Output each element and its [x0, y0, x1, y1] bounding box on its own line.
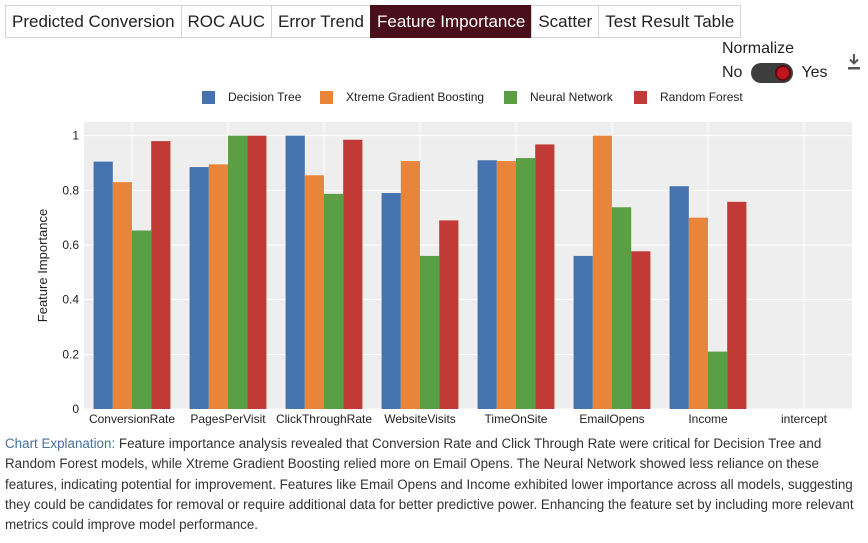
bar: [132, 230, 152, 409]
legend-label: Decision Tree: [228, 90, 302, 104]
bar: [631, 251, 651, 409]
x-tick-label: TimeOnSite: [485, 412, 548, 426]
bar: [304, 175, 324, 409]
chart-legend: Decision Tree Xtreme Gradient Boosting N…: [0, 90, 868, 112]
tab-error-trend[interactable]: Error Trend: [271, 5, 371, 38]
bar: [477, 160, 497, 409]
bar: [381, 193, 401, 409]
toggle-knob: [775, 65, 792, 81]
legend-label: Neural Network: [530, 90, 613, 104]
bar: [285, 135, 305, 409]
bar: [612, 207, 632, 409]
bar: [420, 255, 440, 409]
y-tick-label: 0: [72, 402, 79, 416]
x-tick-label: Income: [688, 412, 728, 426]
bar: [708, 351, 728, 409]
legend-swatch: [504, 90, 517, 104]
tab-roc-auc[interactable]: ROC AUC: [180, 5, 272, 38]
bar: [592, 135, 612, 409]
tab-feature-importance[interactable]: Feature Importance: [369, 5, 533, 38]
bar: [516, 158, 536, 409]
tab-scatter[interactable]: Scatter: [531, 5, 600, 38]
normalize-title: Normalize: [722, 40, 795, 57]
legend-label: Xtreme Gradient Boosting: [346, 90, 485, 104]
x-tick-label: EmailOpens: [579, 412, 644, 426]
bar: [343, 139, 363, 409]
normalize-toggle[interactable]: [751, 63, 794, 83]
bar: [93, 161, 113, 409]
legend-item-neural-network[interactable]: Neural Network: [504, 90, 613, 104]
tab-test-result-table[interactable]: Test Result Table: [598, 5, 742, 38]
bar: [400, 161, 420, 409]
legend-swatch: [320, 90, 333, 104]
legend-item-xgboost[interactable]: Xtreme Gradient Boosting: [320, 90, 484, 104]
normalize-control: No Yes: [722, 63, 828, 83]
bar: [189, 167, 209, 409]
y-axis-title: Feature Importance: [35, 209, 50, 322]
explanation-text: Feature importance analysis revealed tha…: [5, 436, 854, 533]
bar: [228, 135, 248, 409]
x-tick-label: intercept: [781, 412, 828, 426]
bar: [247, 135, 267, 409]
bar: [727, 201, 747, 409]
feature-importance-chart: 0 0.2 0.4 0.6 0.8 1 ConversionRate PagesPerVisi…: [35, 122, 852, 426]
legend-item-decision-tree[interactable]: Decision Tree: [202, 90, 301, 104]
x-tick-label: ConversionRate: [89, 412, 175, 426]
y-tick-label: 1: [72, 129, 79, 143]
x-tick-label: WebsiteVisits: [384, 412, 456, 426]
bar: [208, 164, 228, 409]
bar: [573, 255, 593, 409]
bar: [324, 193, 344, 409]
bar: [439, 220, 459, 409]
legend-label: Random Forest: [660, 90, 743, 104]
normalize-off-label: No: [722, 64, 743, 81]
explanation-label: Chart Explanation:: [5, 436, 116, 451]
tab-predicted-conversion[interactable]: Predicted Conversion: [5, 5, 182, 38]
y-tick-label: 0.6: [62, 238, 79, 252]
download-icon[interactable]: [846, 53, 862, 71]
legend-swatch: [202, 90, 215, 104]
legend-swatch: [634, 90, 647, 104]
chart-tabs: Predicted Conversion ROC AUC Error Trend…: [5, 5, 742, 38]
bar: [535, 144, 555, 409]
legend-item-random-forest[interactable]: Random Forest: [634, 90, 743, 104]
bar: [688, 217, 708, 409]
bar: [112, 182, 132, 409]
bar: [669, 186, 689, 409]
chart-explanation: Chart Explanation: Feature importance an…: [5, 434, 865, 535]
bar: [496, 161, 516, 409]
x-tick-label: PagesPerVisit: [190, 412, 266, 426]
y-tick-label: 0.8: [62, 183, 79, 197]
y-tick-label: 0.4: [62, 293, 79, 307]
x-tick-label: ClickThroughRate: [276, 412, 372, 426]
bar: [151, 141, 171, 409]
normalize-on-label: Yes: [801, 64, 828, 81]
y-tick-label: 0.2: [62, 347, 79, 361]
